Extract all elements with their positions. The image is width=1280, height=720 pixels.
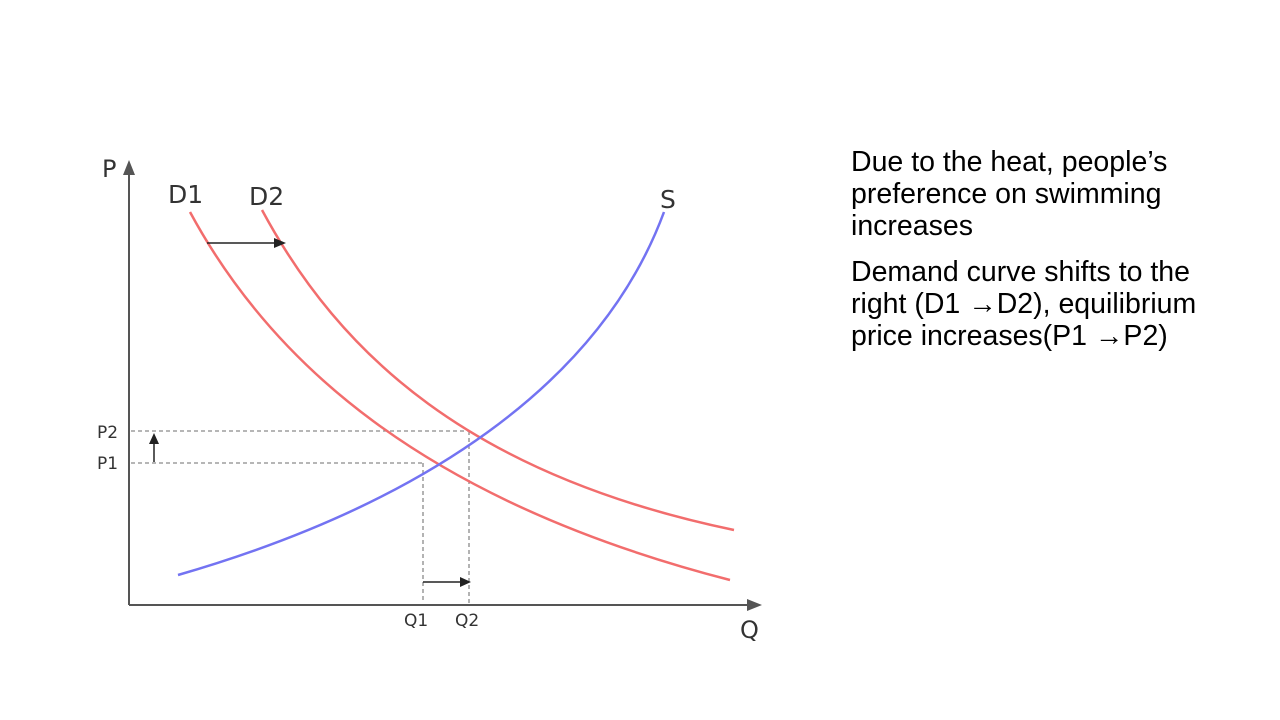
quantity-axis-arrowhead (747, 599, 762, 611)
explanation-item: Demand curve shifts to the right (D1 →D2… (851, 256, 1197, 352)
q1-tick-label: Q1 (404, 611, 428, 631)
price-shift-arrowhead (149, 433, 159, 444)
supply-label: S (660, 185, 676, 214)
demand-shift-arrowhead (274, 238, 286, 248)
quantity-shift-arrowhead (460, 577, 471, 587)
demand-curve-d2 (260, 209, 735, 532)
p2-tick-label: P2 (97, 423, 118, 443)
explanation-item: Due to the heat, people’s preference on … (851, 146, 1168, 242)
demand-curve-d1 (188, 211, 731, 582)
q2-tick-label: Q2 (455, 611, 479, 631)
price-axis-arrowhead (123, 160, 135, 175)
explanation-list: Due to the heat, people’s preference on … (851, 146, 1251, 366)
d1-label: D1 (168, 180, 203, 209)
p1-tick-label: P1 (97, 454, 118, 474)
d2-label: D2 (249, 182, 284, 211)
price-axis-label: P (102, 155, 116, 183)
quantity-axis-label: Q (740, 616, 759, 644)
supply-curve-s (177, 211, 666, 577)
